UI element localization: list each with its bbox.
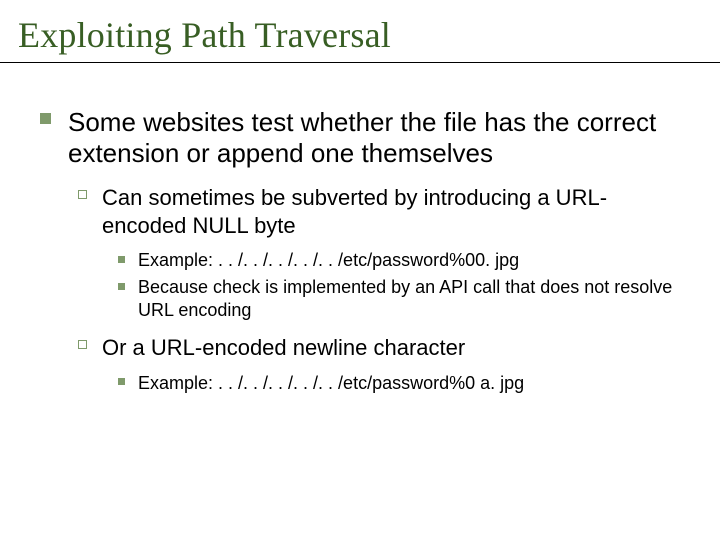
list-item-text: Example: . . /. . /. . /. . /. . /etc/pa… [138,250,519,270]
list-item: Example: . . /. . /. . /. . /. . /etc/pa… [118,372,684,395]
list-item: Example: . . /. . /. . /. . /. . /etc/pa… [118,249,684,272]
bullet-list-lvl3: Example: . . /. . /. . /. . /. . /etc/pa… [118,249,684,322]
bullet-list-lvl3: Example: . . /. . /. . /. . /. . /etc/pa… [118,372,684,395]
slide-body: Some websites test whether the file has … [0,63,720,395]
bullet-list-lvl2: Can sometimes be subverted by introducin… [78,184,684,395]
list-item: Can sometimes be subverted by introducin… [78,184,684,322]
list-item: Some websites test whether the file has … [40,107,684,395]
bullet-list-lvl1: Some websites test whether the file has … [40,107,684,395]
list-item-text: Because check is implemented by an API c… [138,277,672,320]
list-item-text: Can sometimes be subverted by introducin… [102,185,607,238]
list-item: Or a URL-encoded newline character Examp… [78,334,684,395]
list-item-text: Some websites test whether the file has … [68,107,656,168]
slide-title: Exploiting Path Traversal [0,0,720,56]
list-item: Because check is implemented by an API c… [118,276,684,322]
slide: { "title": { "text": "Exploiting Path Tr… [0,0,720,540]
list-item-text: Or a URL-encoded newline character [102,335,465,360]
list-item-text: Example: . . /. . /. . /. . /. . /etc/pa… [138,373,524,393]
